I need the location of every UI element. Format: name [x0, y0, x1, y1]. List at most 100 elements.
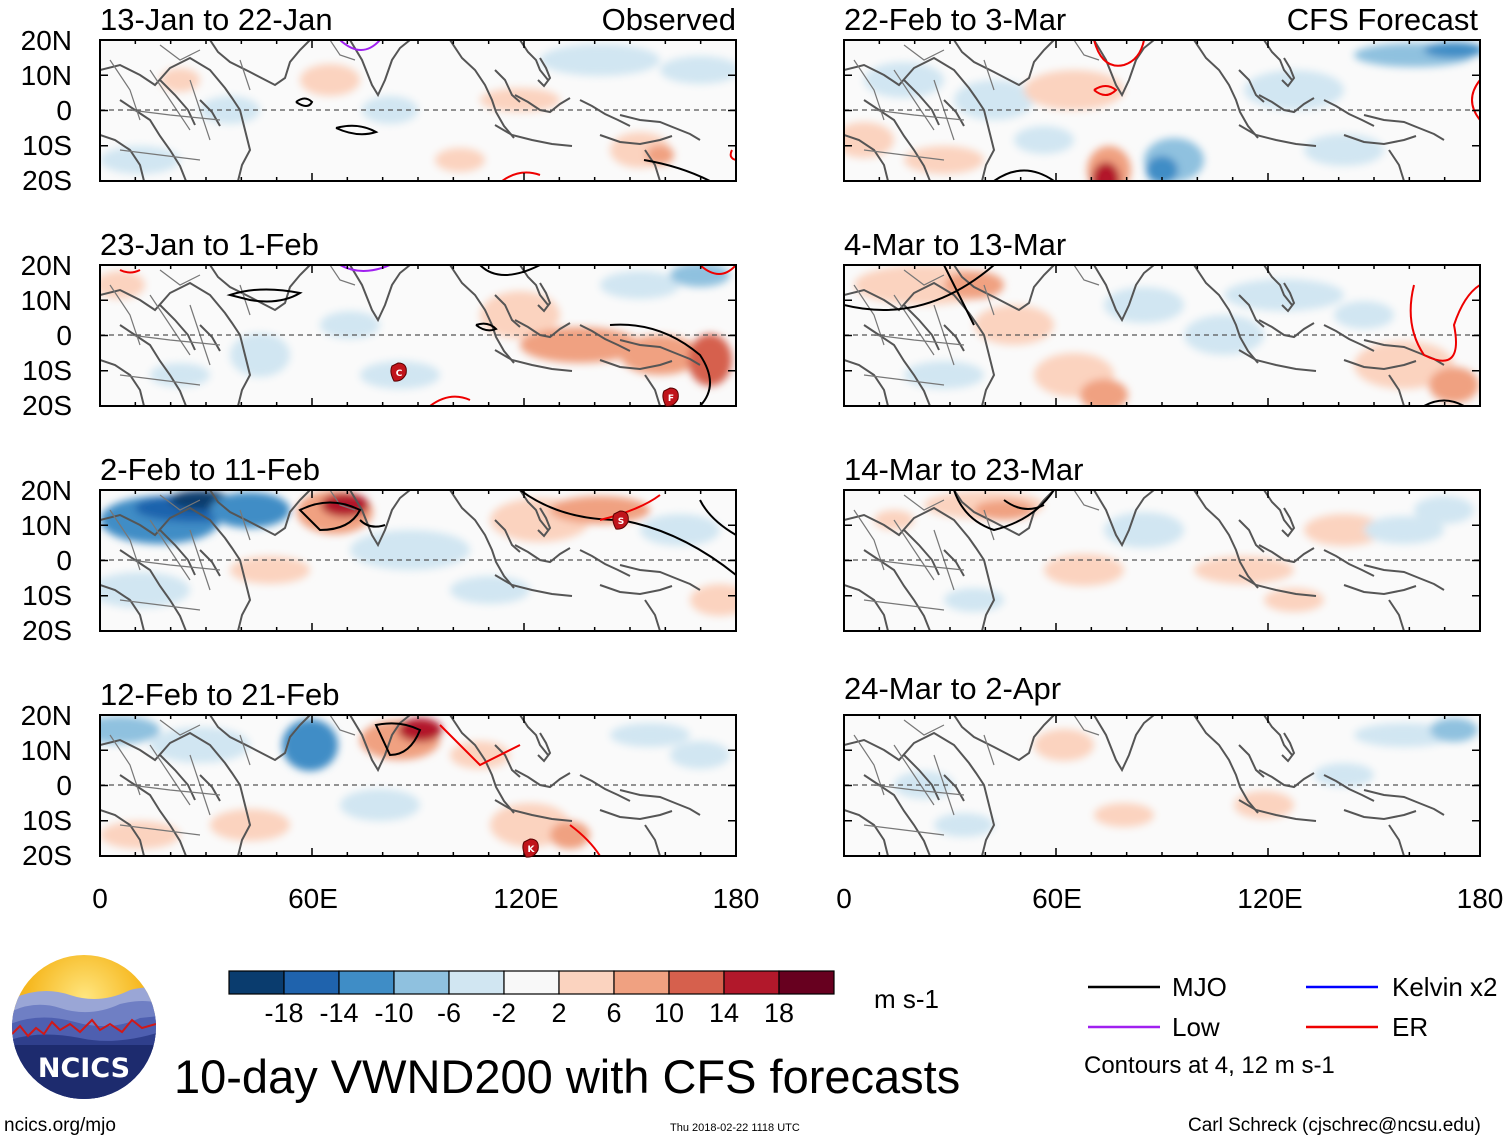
footer-url[interactable]: ncics.org/mjo: [4, 1115, 116, 1136]
colorbar-swatch: [723, 970, 780, 995]
coastline: [579, 99, 631, 127]
coastline: [1323, 774, 1375, 802]
coastline: [619, 339, 701, 366]
country-border: [983, 509, 995, 541]
lon-label-left-120e: 120E: [493, 883, 559, 914]
coastline: [943, 324, 965, 352]
colorbar-tick: -14: [319, 998, 359, 1028]
lat-label: 10N: [20, 285, 72, 316]
country-border: [1073, 265, 1100, 286]
anomaly-shading: [1334, 301, 1394, 329]
coastline: [519, 265, 549, 306]
coastline: [514, 94, 571, 114]
coastline: [449, 40, 515, 139]
lat-label: 10S: [22, 580, 72, 611]
observed-label: Observed: [601, 2, 736, 37]
wave-contour: [226, 288, 303, 303]
anomaly-shading: [640, 514, 720, 546]
anomaly-shading: [1429, 367, 1479, 403]
coastline: [844, 506, 996, 631]
coastline: [1281, 507, 1296, 538]
anomaly-shading: [1146, 156, 1178, 181]
wave-contour: [599, 494, 661, 521]
coastline: [644, 599, 661, 631]
coastline: [119, 324, 187, 406]
country-border: [863, 149, 945, 161]
country-border: [119, 374, 201, 386]
coastline: [844, 584, 889, 631]
map-panel-4: [99, 714, 737, 857]
colorbar-tick: -6: [436, 998, 461, 1028]
coastline: [1258, 544, 1315, 564]
coastline: [514, 769, 571, 789]
anomaly-shading: [690, 584, 736, 616]
colorbar-tick: 18: [763, 998, 795, 1028]
coastline: [100, 281, 252, 406]
anomaly-shading: [480, 88, 560, 112]
lat-label: 20N: [20, 475, 72, 506]
wave-contour: [295, 97, 314, 107]
wave-contour: [374, 722, 422, 757]
coastline: [844, 56, 996, 181]
country-border: [239, 59, 251, 91]
coastline: [1093, 40, 1155, 98]
anomaly-shading: [1034, 729, 1094, 761]
anomaly-shading: [450, 576, 530, 604]
coastline: [619, 114, 701, 141]
lat-label: 10N: [20, 60, 72, 91]
anomaly-shading: [480, 291, 560, 339]
coastline: [349, 40, 411, 98]
legend: [1088, 985, 1378, 1029]
panel-title-8: 24-Mar to 2-Apr: [844, 671, 1062, 706]
lat-label: 20S: [22, 165, 72, 196]
anomaly-shading: [934, 813, 994, 837]
anomaly-shading: [646, 145, 674, 165]
anomaly-shading: [974, 500, 1034, 520]
country-border: [239, 734, 251, 766]
anomaly-shading: [1014, 126, 1074, 154]
wave-contour: [953, 490, 1055, 532]
footer-timestamp: Thu 2018-02-22 1118 UTC: [670, 1122, 800, 1134]
coastline: [100, 56, 252, 181]
coastline: [1193, 715, 1259, 814]
country-border: [239, 509, 251, 541]
coastline: [514, 544, 571, 564]
wave-contour: [993, 169, 1055, 181]
country-border: [239, 284, 251, 316]
country-border: [119, 599, 201, 611]
anomaly-shading: [160, 68, 200, 92]
coastline: [519, 715, 549, 756]
lat-label: 20S: [22, 615, 72, 646]
coastline: [953, 715, 1055, 762]
contour-note: Contours at 4, 12 m s-1: [1084, 1052, 1335, 1079]
coastline: [579, 774, 631, 802]
coastline: [1263, 490, 1293, 531]
coastline: [863, 324, 931, 406]
coastline: [953, 40, 1055, 87]
country-border: [129, 784, 221, 796]
coastline: [199, 774, 221, 802]
coastline: [119, 549, 187, 631]
anomaly-shading: [610, 723, 690, 747]
anomaly-shading: [150, 363, 210, 387]
legend-label-er: ER: [1392, 1012, 1429, 1042]
country-border: [873, 334, 965, 346]
cyclone-marker-c: C: [390, 362, 407, 382]
map-panel-7: [843, 489, 1481, 632]
country-border: [149, 294, 191, 356]
lon-label-left-60e: 60E: [288, 883, 338, 914]
anomaly-shading: [688, 334, 732, 386]
country-border: [893, 69, 935, 131]
anomaly-shading: [1430, 718, 1478, 742]
anomaly-shading: [100, 716, 160, 744]
coastline: [1323, 549, 1375, 577]
coastline: [599, 134, 673, 146]
cyclone-marker-k: K: [522, 838, 539, 858]
coastline: [494, 69, 521, 103]
country-border: [159, 44, 201, 61]
colorbar-swatch: [503, 970, 560, 995]
logo-text: NCICS: [38, 1053, 130, 1084]
coastline: [1323, 99, 1375, 127]
